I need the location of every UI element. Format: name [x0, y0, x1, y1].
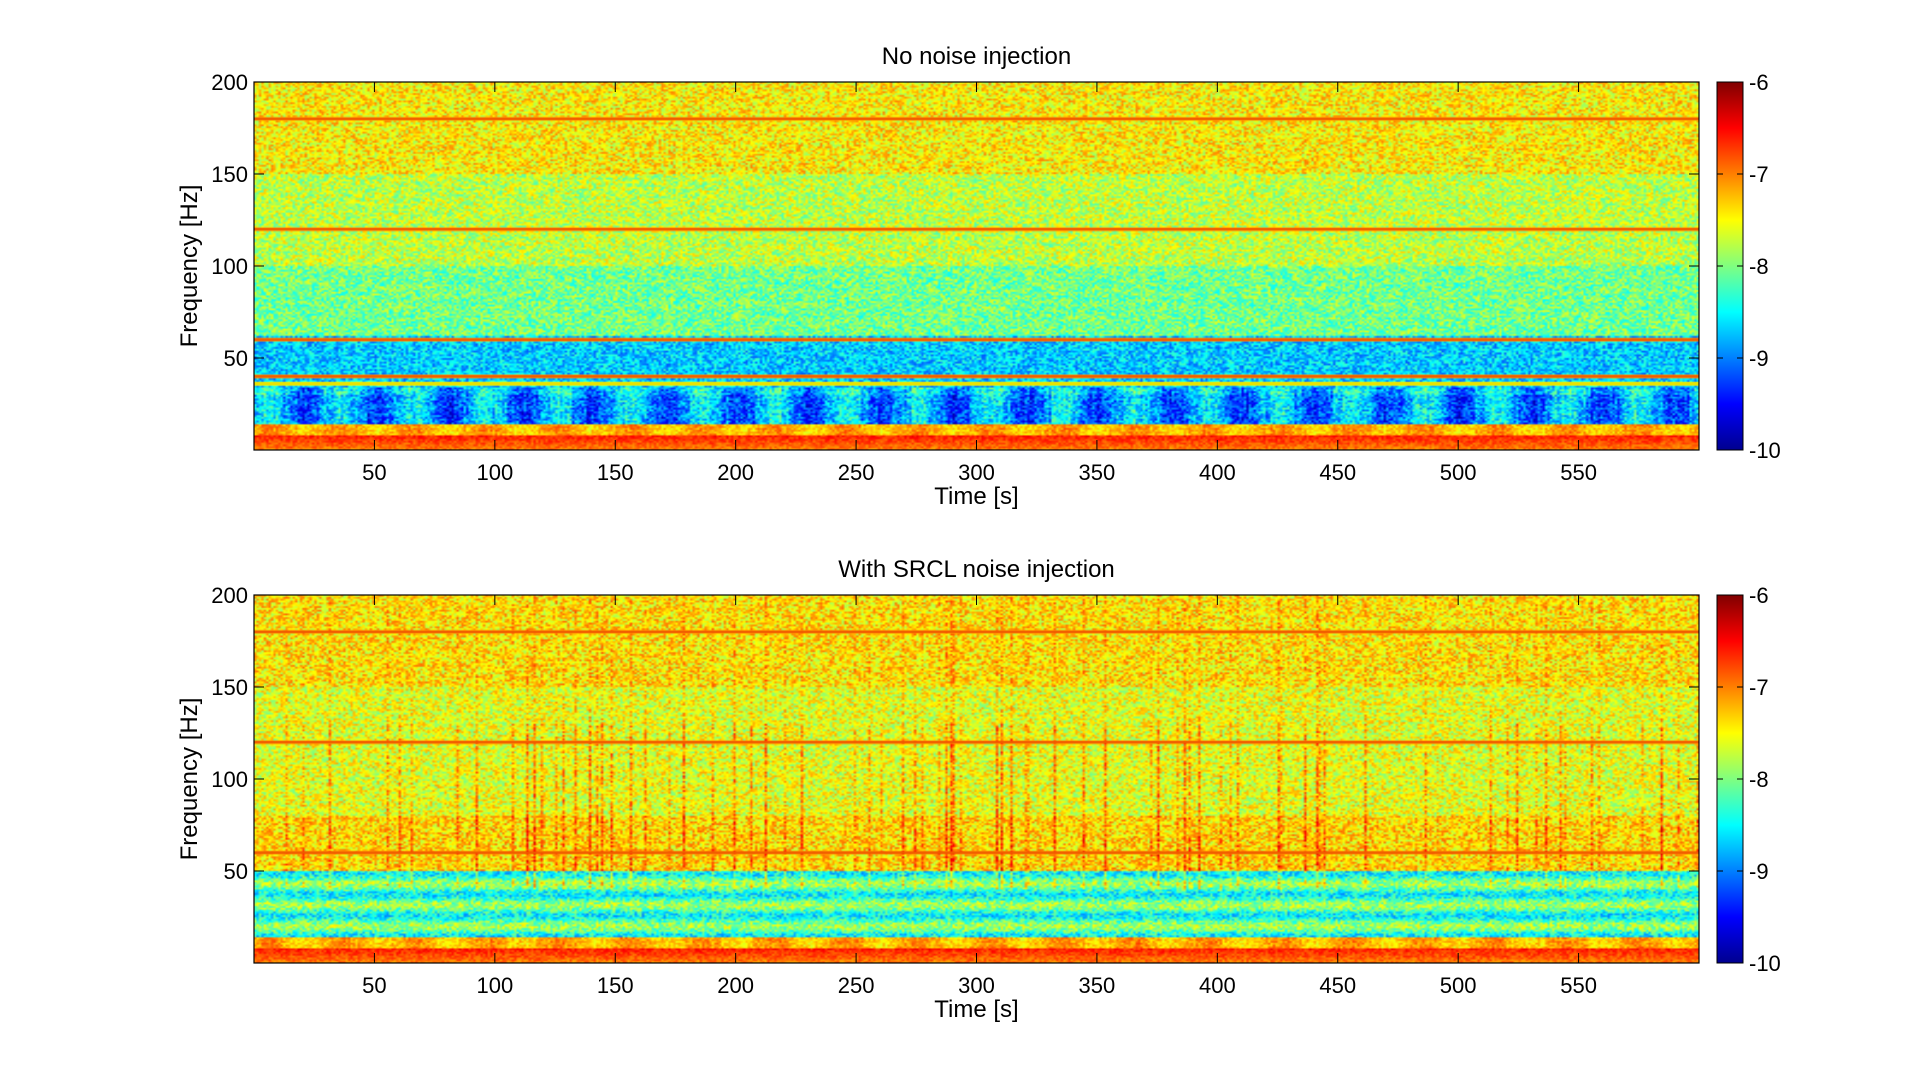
- y-axis-label: Frequency [Hz]: [176, 698, 203, 861]
- x-tick-label: 450: [1319, 460, 1356, 485]
- panel-title: No noise injection: [882, 43, 1071, 70]
- x-tick-label: 400: [1199, 460, 1236, 485]
- colorbar-tick-label: -6: [1749, 583, 1769, 608]
- colorbar-tick-label: -7: [1749, 162, 1769, 187]
- spectrogram-image: [254, 82, 1699, 450]
- y-tick-label: 100: [211, 767, 248, 792]
- colorbar-tick-label: -6: [1749, 70, 1769, 95]
- x-tick-label: 500: [1440, 460, 1477, 485]
- x-tick-label: 500: [1440, 973, 1477, 998]
- x-tick-label: 200: [717, 460, 754, 485]
- colorbar-tick-label: -9: [1749, 346, 1769, 371]
- x-tick-label: 350: [1079, 460, 1116, 485]
- y-tick-label: 50: [224, 859, 248, 884]
- x-tick-label: 200: [717, 973, 754, 998]
- colorbar-tick-label: -8: [1749, 254, 1769, 279]
- x-tick-label: 100: [476, 973, 513, 998]
- x-tick-label: 250: [838, 460, 875, 485]
- x-tick-label: 300: [958, 460, 995, 485]
- colorbar-tick-label: -10: [1749, 438, 1781, 463]
- x-tick-label: 50: [362, 973, 386, 998]
- panel-title: With SRCL noise injection: [838, 556, 1115, 583]
- colorbar-tick-label: -9: [1749, 859, 1769, 884]
- spectrogram-image: [254, 595, 1699, 963]
- x-tick-label: 300: [958, 973, 995, 998]
- x-tick-label: 50: [362, 460, 386, 485]
- x-tick-label: 150: [597, 460, 634, 485]
- y-tick-label: 50: [224, 346, 248, 371]
- x-axis-label: Time [s]: [934, 483, 1018, 510]
- x-axis-label: Time [s]: [934, 996, 1018, 1023]
- colorbar-tick-label: -8: [1749, 767, 1769, 792]
- x-tick-label: 450: [1319, 973, 1356, 998]
- spectrogram-panel-2: With SRCL noise injection 50 100 150 200 250 3…: [176, 556, 1781, 1023]
- x-tick-label: 550: [1560, 460, 1597, 485]
- y-tick-label: 200: [211, 70, 248, 95]
- colorbar-tick-label: -7: [1749, 675, 1769, 700]
- y-tick-label: 150: [211, 675, 248, 700]
- y-tick-label: 100: [211, 254, 248, 279]
- x-tick-label: 350: [1079, 973, 1116, 998]
- x-tick-label: 150: [597, 973, 634, 998]
- x-tick-label: 100: [476, 460, 513, 485]
- colorbar-tick-label: -10: [1749, 951, 1781, 976]
- spectrogram-panel-1: No noise injection 50 100 150 200 250 300 350 40…: [176, 43, 1781, 510]
- x-tick-label: 550: [1560, 973, 1597, 998]
- x-tick-label: 400: [1199, 973, 1236, 998]
- y-axis-label: Frequency [Hz]: [176, 185, 203, 348]
- x-tick-label: 250: [838, 973, 875, 998]
- y-tick-label: 150: [211, 162, 248, 187]
- y-tick-label: 200: [211, 583, 248, 608]
